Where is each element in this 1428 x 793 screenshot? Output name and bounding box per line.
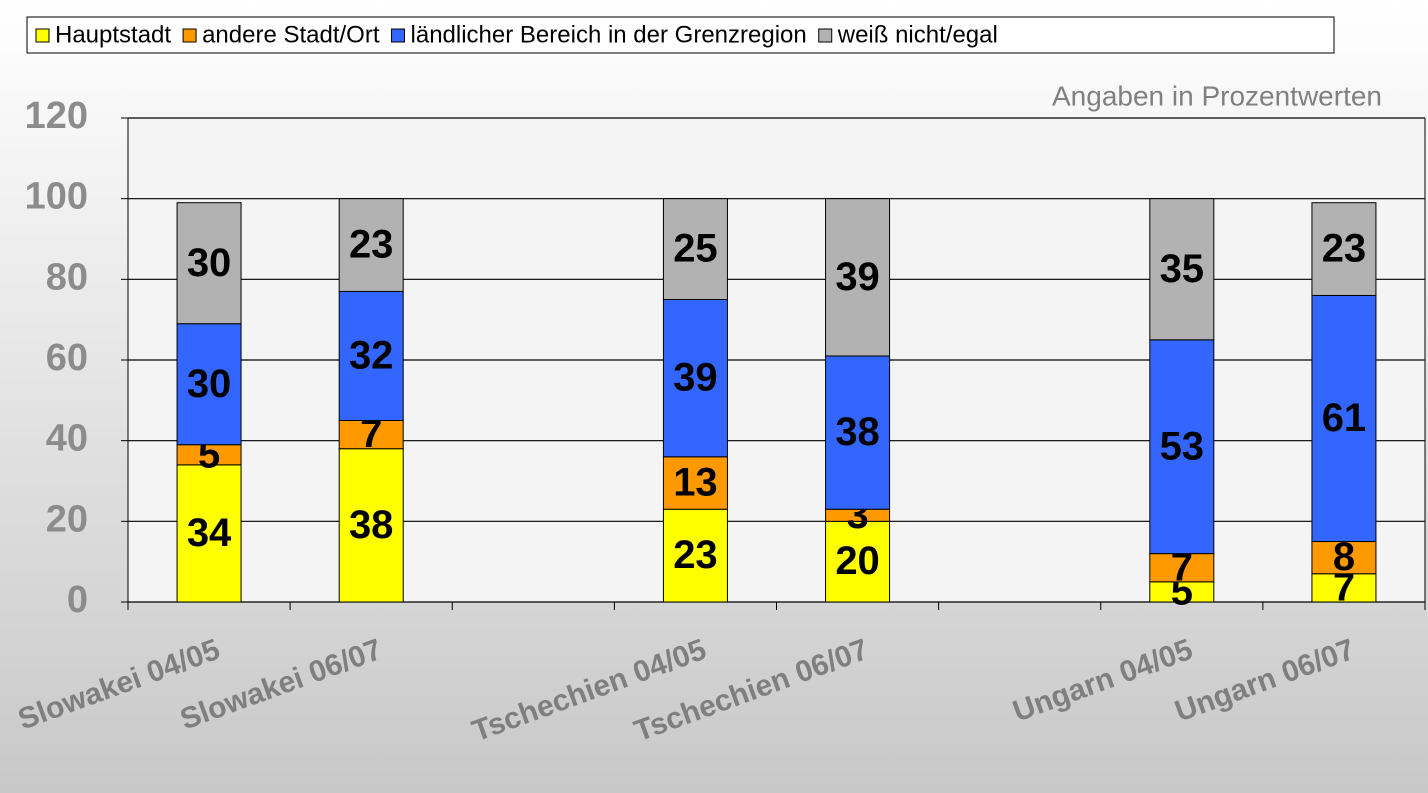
bar-segment [1311, 294, 1377, 543]
value-label: 61 [1322, 396, 1367, 440]
y-tick-label: 60 [46, 337, 88, 379]
legend-swatch [818, 28, 833, 43]
value-label: 38 [835, 410, 880, 454]
value-label: 7 [1333, 565, 1355, 609]
value-label: 30 [187, 362, 232, 406]
annotation: Angaben in Prozentwerten [1052, 80, 1382, 111]
value-label: 34 [187, 511, 232, 555]
value-label: 38 [349, 503, 394, 547]
y-tick-label: 20 [46, 498, 88, 540]
bar-segment [1149, 553, 1215, 583]
legend-swatch [35, 28, 50, 43]
bar-segment [338, 198, 404, 292]
bar-segment [662, 299, 728, 458]
bar-segment [825, 520, 891, 603]
value-label: 7 [1171, 545, 1193, 589]
bar-segment [338, 448, 404, 603]
bar-segment [176, 464, 242, 603]
legend-swatch [391, 28, 406, 43]
y-tick-label: 120 [25, 95, 88, 137]
y-tick-label: 100 [25, 176, 88, 218]
legend-swatch [182, 28, 197, 43]
value-label: 13 [673, 461, 718, 505]
bar-segment [1149, 339, 1215, 555]
legend-label: ländlicher Bereich in der Grenzregion [411, 21, 807, 48]
bar-segment [1311, 202, 1377, 296]
value-label: 23 [673, 533, 718, 577]
bar-segment [662, 508, 728, 603]
y-tick-label: 40 [46, 418, 88, 460]
value-label: 7 [360, 412, 382, 456]
value-label: 35 [1160, 247, 1205, 291]
bar-segment [662, 456, 728, 510]
y-tick-label: 80 [46, 256, 88, 298]
value-label: 23 [349, 223, 394, 267]
bar-segment [176, 202, 242, 325]
y-tick-label: 0 [67, 579, 88, 621]
bar-segment [338, 420, 404, 450]
legend-label: andere Stadt/Ort [202, 21, 380, 48]
bar-segment [176, 323, 242, 446]
value-label: 39 [673, 356, 718, 400]
legend-label: weiß nicht/egal [837, 21, 998, 48]
bar-segment [1149, 198, 1215, 341]
value-label: 23 [1322, 227, 1367, 271]
bar-segment [338, 290, 404, 421]
value-label: 30 [187, 241, 232, 285]
legend-box [26, 16, 1335, 54]
bar-segment [1311, 541, 1377, 575]
bar-segment [825, 355, 891, 510]
value-label: 25 [673, 227, 718, 271]
value-label: 53 [1160, 424, 1205, 468]
value-label: 39 [835, 255, 880, 299]
value-label: 32 [349, 334, 394, 378]
legend-label: Hauptstadt [55, 21, 171, 48]
bar-segment [825, 198, 891, 357]
value-label: 20 [835, 539, 880, 583]
bar-segment [662, 198, 728, 301]
value-label: 8 [1333, 535, 1355, 579]
